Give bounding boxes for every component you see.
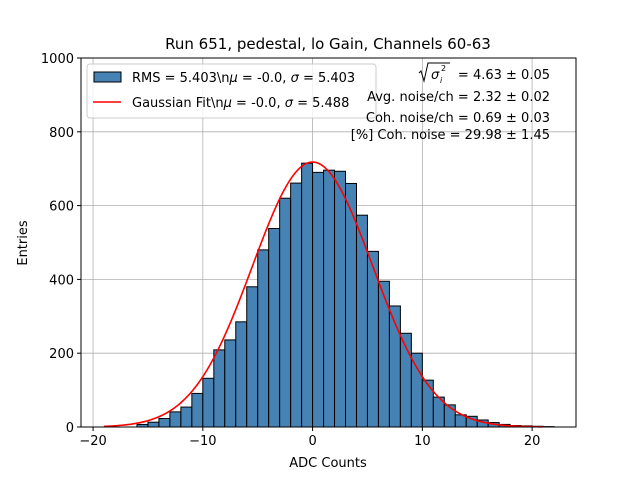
annotation-sigma-symbol: σ bbox=[431, 68, 440, 83]
y-tick-label: 1000 bbox=[41, 52, 74, 67]
histogram-bar bbox=[378, 281, 389, 427]
y-axis-label: Entries bbox=[16, 220, 31, 266]
x-tick-label: 0 bbox=[308, 434, 316, 449]
histogram-bar bbox=[181, 407, 192, 427]
histogram-bar bbox=[335, 171, 346, 427]
y-tick-label: 400 bbox=[49, 273, 74, 288]
histogram-bar bbox=[291, 183, 302, 427]
x-tick-label: −20 bbox=[79, 434, 106, 449]
legend-histogram-swatch bbox=[94, 72, 121, 82]
legend-fit-label: Gaussian Fit\nμ = -0.0, σ = 5.488 bbox=[132, 96, 349, 111]
y-tick-label: 800 bbox=[49, 126, 74, 141]
histogram-bar bbox=[411, 353, 422, 427]
histogram-bar bbox=[247, 287, 258, 427]
annotation-coh-noise: Coh. noise/ch = 0.69 ± 0.03 bbox=[366, 111, 550, 126]
y-tick-label: 600 bbox=[49, 200, 74, 215]
histogram-bar bbox=[324, 170, 335, 427]
x-axis-label: ADC Counts bbox=[289, 456, 367, 471]
histogram-bar bbox=[170, 412, 181, 427]
histogram-bar bbox=[192, 393, 203, 427]
histogram-bar bbox=[280, 198, 291, 427]
histogram-bar bbox=[236, 322, 247, 427]
annotation-total-noise: = 4.63 ± 0.05 bbox=[458, 68, 550, 83]
annotation-coh-noise-percent: [%] Coh. noise = 29.98 ± 1.45 bbox=[351, 128, 550, 143]
histogram-bar bbox=[269, 228, 280, 427]
legend: RMS = 5.403\nμ = -0.0, σ = 5.403 Gaussia… bbox=[87, 64, 376, 118]
histogram-bar bbox=[225, 340, 236, 427]
annotation-sigma-exponent: 2 bbox=[441, 64, 446, 73]
histogram-bar bbox=[203, 378, 214, 427]
chart-title: Run 651, pedestal, lo Gain, Channels 60-… bbox=[165, 35, 491, 53]
annotation-avg-noise: Avg. noise/ch = 2.32 ± 0.02 bbox=[367, 90, 550, 105]
histogram-bar bbox=[302, 163, 313, 427]
y-tick-label: 0 bbox=[66, 421, 74, 436]
histogram-bar bbox=[148, 422, 159, 427]
legend-histogram-label: RMS = 5.403\nμ = -0.0, σ = 5.403 bbox=[132, 71, 355, 86]
histogram-bar bbox=[159, 419, 170, 427]
histogram-bar bbox=[422, 380, 433, 427]
x-tick-label: 20 bbox=[524, 434, 541, 449]
histogram-bar bbox=[214, 350, 225, 427]
x-tick-label: 10 bbox=[414, 434, 431, 449]
histogram-bar bbox=[258, 250, 269, 427]
y-tick-label: 200 bbox=[49, 347, 74, 362]
histogram-bar bbox=[313, 172, 324, 427]
x-tick-label: −10 bbox=[189, 434, 216, 449]
